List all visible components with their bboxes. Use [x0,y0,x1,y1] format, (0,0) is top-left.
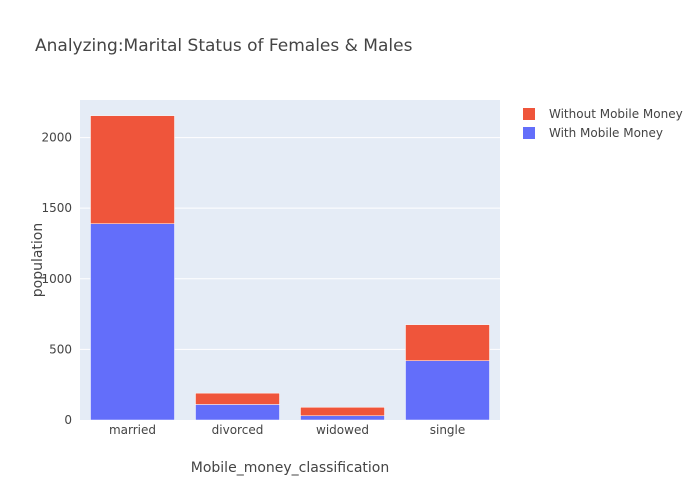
bars [90,115,490,421]
legend-swatch[interactable] [523,127,535,139]
y-tick-label: 1000 [41,272,72,286]
bar-married-without[interactable] [90,115,175,224]
bar-widowed-without[interactable] [300,407,385,417]
bar-divorced-without[interactable] [195,392,280,405]
legend-swatch[interactable] [523,108,535,120]
x-tick-label: single [430,423,466,437]
legend-label[interactable]: With Mobile Money [549,126,663,140]
y-axis-title: population [30,223,46,298]
x-axis-title: Mobile_money_classification [191,460,389,476]
x-tick-label: widowed [316,423,369,437]
legend-label[interactable]: Without Mobile Money [549,107,683,121]
y-tick-labels: 0 500 1000 1500 2000 [41,131,72,427]
x-tick-labels: married divorced widowed single [109,423,465,437]
bar-single-without[interactable] [405,324,490,361]
bar-widowed-with[interactable] [300,415,385,421]
bar-single-with[interactable] [405,360,490,421]
bar-divorced-with[interactable] [195,404,280,421]
x-tick-label: divorced [212,423,264,437]
y-tick-label: 2000 [41,131,72,145]
y-tick-label: 500 [49,342,72,356]
y-tick-label: 0 [64,413,72,427]
chart-title: Analyzing:Marital Status of Females & Ma… [35,36,413,56]
bar-married-with[interactable] [90,223,175,421]
y-tick-label: 1500 [41,201,72,215]
x-tick-label: married [109,423,156,437]
legend[interactable]: Without Mobile Money With Mobile Money [523,107,683,140]
